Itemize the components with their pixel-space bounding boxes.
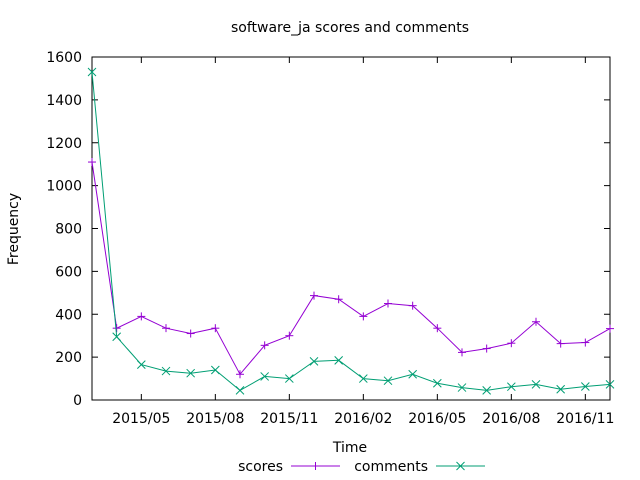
x-tick-label: 2015/05 — [112, 411, 170, 427]
comments-point — [580, 382, 590, 391]
y-tick-label: 0 — [73, 393, 82, 409]
scores-point — [532, 317, 540, 326]
scores-point — [384, 299, 392, 308]
scores-point — [236, 370, 244, 379]
comments-point — [408, 369, 418, 379]
plot-frame — [91, 56, 611, 401]
comments-point — [358, 374, 368, 383]
scores-line — [91, 161, 611, 376]
legend-label-scores: scores — [238, 459, 283, 475]
scores-point — [211, 324, 220, 333]
comments-point — [186, 368, 196, 378]
scores-point — [556, 339, 565, 348]
comments-point — [112, 332, 122, 342]
comments-point — [383, 376, 393, 386]
comments-point — [432, 378, 442, 388]
scores-point — [137, 312, 146, 321]
scores-point — [334, 295, 343, 304]
legend-marker-comments — [456, 461, 465, 471]
scores-point — [482, 344, 491, 353]
y-axis-label: Frequency — [6, 193, 22, 265]
comments-point — [334, 355, 344, 365]
scores-point — [606, 324, 614, 333]
y-tick-label: 400 — [55, 307, 82, 323]
legend-marker-scores — [311, 462, 320, 470]
y-tick-label: 1400 — [46, 93, 82, 109]
x-tick-label: 2016/02 — [334, 411, 392, 427]
legend-label-comments: comments — [354, 459, 428, 475]
scores-point — [507, 339, 516, 348]
scores-point — [162, 324, 170, 333]
x-tick-label: 2016/11 — [556, 411, 614, 427]
y-tick-label: 1200 — [46, 136, 82, 152]
x-tick-label: 2016/05 — [408, 411, 466, 427]
series-scores — [88, 158, 614, 379]
x-tick-label: 2016/08 — [482, 411, 540, 427]
scores-point — [408, 301, 417, 310]
comments-point — [457, 383, 467, 392]
y-tick-label: 800 — [55, 222, 82, 238]
y-tick-label: 1000 — [46, 179, 82, 195]
scores-point — [112, 324, 121, 333]
comments-point — [136, 360, 146, 369]
axes: 0 200 400 600 800 1000 1200 1400 1600 2015/05 2015… — [46, 50, 614, 427]
y-tick-label: 200 — [55, 350, 82, 366]
chart-title: software_ja scores and comments — [231, 20, 469, 36]
series-comments — [87, 67, 615, 395]
scores-point — [285, 331, 294, 340]
comments-point — [260, 372, 270, 381]
comments-point — [482, 385, 492, 395]
x-axis-label: Time — [332, 440, 367, 456]
y-tick-label: 1600 — [46, 50, 82, 66]
comments-point — [210, 365, 220, 375]
comments-point — [87, 67, 97, 77]
scores-point — [359, 312, 368, 321]
scores-point — [88, 158, 96, 167]
scores-point — [458, 348, 466, 357]
comments-point — [284, 374, 294, 383]
x-tick-label: 2015/08 — [186, 411, 244, 427]
comments-point — [605, 379, 615, 389]
legend: scores comments — [238, 459, 485, 475]
scores-point — [581, 338, 590, 347]
comments-point — [556, 384, 566, 394]
y-tick-label: 600 — [55, 264, 82, 280]
comments-point — [161, 366, 171, 376]
scores-point — [310, 291, 318, 300]
comments-point — [309, 357, 319, 366]
scores-point — [433, 324, 442, 333]
scores-point — [260, 341, 269, 350]
comments-line — [91, 71, 611, 392]
comments-point — [531, 379, 541, 389]
comments-point — [235, 385, 245, 395]
x-tick-label: 2015/11 — [260, 411, 318, 427]
scores-point — [186, 329, 195, 338]
series-layer — [87, 67, 615, 395]
comments-point — [506, 382, 516, 392]
